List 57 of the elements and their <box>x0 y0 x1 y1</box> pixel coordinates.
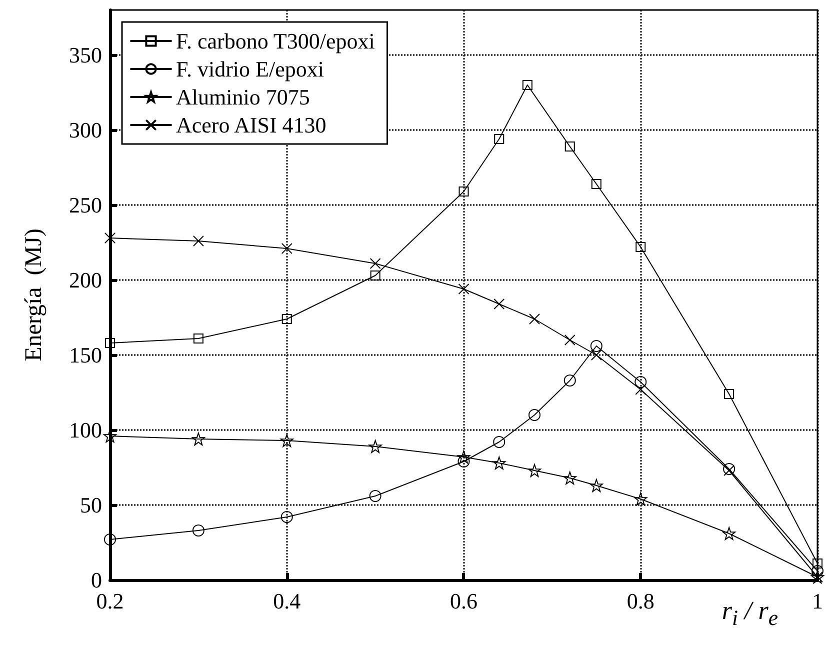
legend-label: Aluminio 7075 <box>176 84 310 110</box>
point <box>591 179 602 189</box>
point <box>522 80 532 90</box>
point <box>493 436 506 448</box>
y-tick-label: 50 <box>80 492 102 518</box>
point <box>590 350 602 360</box>
point <box>282 314 292 324</box>
x-tick-label: 0.8 <box>626 588 654 614</box>
y-tick-label: 350 <box>69 42 102 68</box>
point <box>280 434 294 447</box>
point <box>458 456 470 468</box>
x-tick-label: 0.4 <box>273 588 301 614</box>
y-tick-label: 150 <box>69 342 102 368</box>
point <box>528 409 540 421</box>
point <box>529 314 540 324</box>
x-tick-label: 0.6 <box>450 588 478 614</box>
point <box>192 524 204 536</box>
point <box>458 186 469 196</box>
point <box>105 338 115 348</box>
point <box>563 472 576 484</box>
point <box>281 243 292 254</box>
point <box>494 298 505 310</box>
y-tick-label: 200 <box>69 268 102 292</box>
point <box>192 236 204 246</box>
point <box>564 142 575 152</box>
point <box>104 534 116 546</box>
point <box>564 374 576 386</box>
point <box>494 134 504 144</box>
y-axis-title: Energía (MJ) <box>21 228 47 362</box>
point <box>634 492 648 506</box>
legend-label: F. vidrio E/epoxi <box>176 56 324 82</box>
point <box>369 490 382 502</box>
x-tick-label: 1 <box>812 588 823 614</box>
point <box>192 432 205 446</box>
point <box>492 456 506 470</box>
legend-label: Acero AISI 4130 <box>176 112 326 138</box>
point <box>590 479 603 492</box>
point <box>722 527 736 540</box>
point <box>368 440 382 453</box>
point <box>280 511 293 523</box>
y-tick-label: 300 <box>69 118 102 142</box>
point <box>457 450 470 464</box>
x-axis-title: r$_{i}$ / r$_{e}$ <box>722 596 778 630</box>
point <box>636 242 646 252</box>
point <box>724 389 734 399</box>
point <box>590 340 602 352</box>
point <box>812 558 822 568</box>
point <box>528 464 541 477</box>
point <box>193 334 204 344</box>
y-tick-label: 250 <box>69 192 102 218</box>
y-tick-label: 100 <box>69 418 102 442</box>
point <box>370 258 381 269</box>
legend-label: F. carbono T300/epoxi <box>176 28 375 54</box>
point <box>104 232 116 244</box>
point <box>458 284 470 294</box>
point <box>564 334 576 346</box>
point <box>370 270 380 280</box>
